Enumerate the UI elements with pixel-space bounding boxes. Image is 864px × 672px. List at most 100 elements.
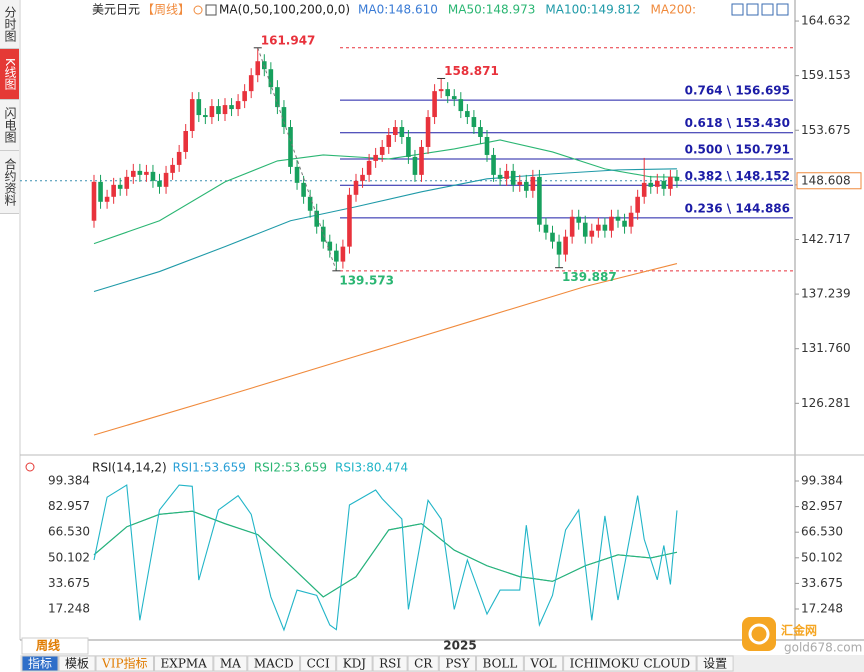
ma-line [93, 263, 678, 436]
toolbar-button[interactable] [696, 655, 734, 672]
candle-body [432, 91, 437, 118]
toolbar-button[interactable] [407, 655, 439, 672]
toolbar-label[interactable]: RSI [379, 657, 401, 671]
candle-body [596, 224, 601, 231]
sidebar-tab[interactable]: K线图 [0, 49, 19, 100]
candle-body [438, 89, 444, 92]
sidebar-tab[interactable]: 闪电图 [0, 100, 19, 151]
candle-body [347, 194, 352, 247]
candle-body [150, 171, 156, 181]
y-tick-label: 17.248 [801, 602, 843, 616]
toolbar-label[interactable]: VIP指标 [101, 656, 147, 671]
candle-body [668, 176, 673, 189]
indicator-label: MA(0,50,100,200,0,0) [219, 3, 350, 17]
toolbar-label[interactable]: BOLL [483, 657, 518, 671]
candle-body [386, 134, 392, 147]
icon[interactable] [193, 5, 203, 15]
logo-url: gold678.com [784, 641, 862, 655]
icon[interactable] [761, 3, 774, 16]
toolbar-label[interactable]: 指标 [28, 656, 52, 671]
icon[interactable] [731, 3, 744, 16]
candle-body [307, 196, 313, 211]
toolbar-label[interactable]: MA [220, 657, 241, 671]
candle-body [104, 196, 110, 202]
toolbar-button[interactable] [300, 655, 337, 672]
settings-icon[interactable] [25, 462, 35, 472]
toolbar-button[interactable] [154, 655, 214, 672]
toolbar-label[interactable]: 模板 [65, 657, 89, 671]
candle-body [550, 232, 555, 242]
period-tab[interactable] [21, 637, 89, 655]
y-tick-label-left: 99.384 [48, 474, 90, 488]
candle-body [131, 170, 136, 177]
candle-body [301, 182, 306, 197]
icon[interactable] [205, 4, 217, 16]
toolbar-label[interactable]: CR [414, 657, 433, 671]
window-icons [731, 3, 789, 16]
y-tick-label: 126.281 [801, 396, 851, 410]
legend-entry: MA0:148.610 [358, 3, 438, 17]
toolbar-label[interactable]: CCI [307, 657, 330, 671]
toolbar-label[interactable]: EXPMA [161, 657, 208, 671]
candle-body [216, 106, 221, 115]
candle-body [399, 127, 405, 137]
candle-body [360, 174, 365, 181]
toolbar-button[interactable] [21, 655, 59, 672]
toolbar-button[interactable] [523, 655, 564, 672]
y-tick-label: 137.239 [801, 287, 851, 301]
toolbar-label[interactable]: PSY [445, 657, 470, 671]
toolbar-label[interactable]: VOL [529, 657, 556, 671]
legend-entry: MA50:148.973 [448, 3, 536, 17]
candle-body [530, 176, 536, 191]
toolbar-button[interactable] [372, 655, 408, 672]
sidebar-tab[interactable]: 合约资料 [0, 151, 19, 214]
toolbar-label[interactable]: KDJ [343, 657, 367, 671]
candle-body [465, 111, 470, 118]
candle-body [563, 236, 568, 255]
toolbar-button[interactable] [336, 655, 373, 672]
candle-body [248, 75, 254, 92]
candle-body [504, 170, 509, 179]
fib-label: 0.618 \ 153.430 [685, 116, 790, 130]
toolbar-button[interactable] [563, 655, 697, 672]
y-tick-label: 50.102 [801, 550, 843, 564]
legend-entry: MA200: [651, 3, 697, 17]
toolbar-label[interactable]: MACD [254, 657, 294, 671]
toolbar-label[interactable]: ICHIMOKU CLOUD [570, 657, 690, 671]
candle-body [209, 106, 215, 118]
candle-body [543, 224, 549, 233]
toolbar-button[interactable] [95, 655, 155, 672]
icon[interactable] [776, 3, 789, 16]
candle-body [609, 216, 614, 231]
candle-body [176, 151, 182, 165]
toolbar-button[interactable] [438, 655, 477, 672]
annotation-label: 139.573 [339, 273, 394, 287]
toolbar-label[interactable]: 设置 [703, 657, 727, 671]
candle-body [635, 196, 640, 213]
toolbar-button[interactable] [58, 655, 96, 672]
icon[interactable] [746, 3, 759, 16]
y-tick-label: 82.957 [801, 499, 843, 513]
last-price-tag [796, 172, 862, 190]
candle-body [366, 160, 372, 175]
candle-body [458, 99, 464, 112]
legend-entry: MA100:149.812 [545, 3, 640, 17]
candle-body [222, 105, 228, 115]
y-tick-label: 159.153 [801, 68, 851, 82]
sidebar-tab[interactable]: 分时图 [0, 0, 19, 49]
toolbar-button[interactable] [476, 655, 524, 672]
toolbar-button[interactable] [247, 655, 301, 672]
candle-body [674, 176, 680, 181]
y-tick-label: 142.717 [801, 232, 851, 246]
candle-body [471, 117, 477, 128]
candle-body [353, 180, 359, 195]
candle-body [340, 246, 346, 262]
toolbar-button[interactable] [213, 655, 248, 672]
candle-body [379, 146, 385, 155]
candle-body [137, 170, 143, 175]
candle-body [373, 154, 378, 161]
period-tab-label: 周线 [36, 638, 60, 653]
candle-body [412, 156, 418, 175]
